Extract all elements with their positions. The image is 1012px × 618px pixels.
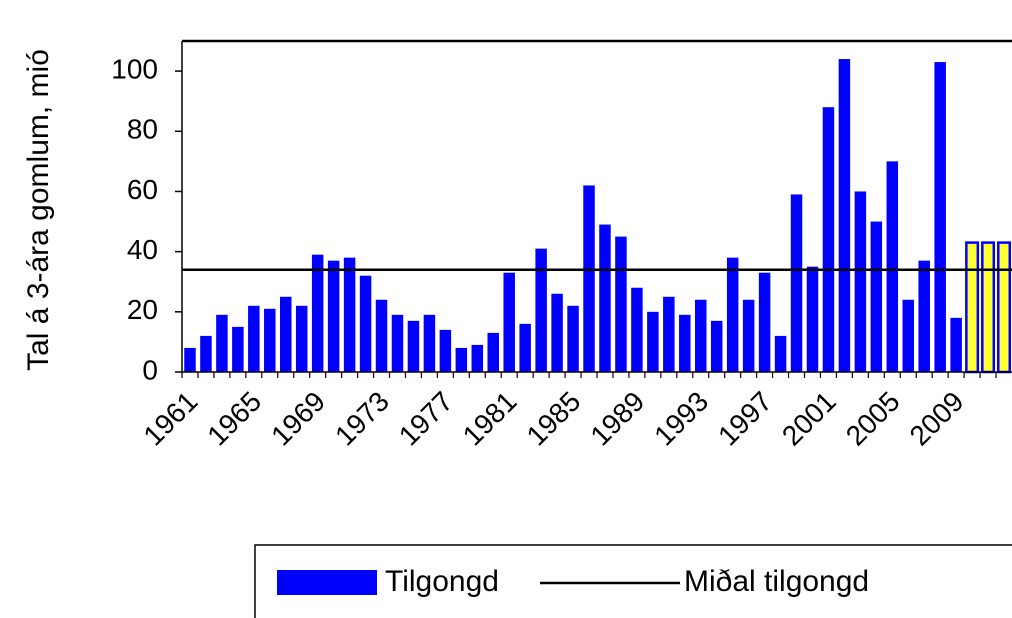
bar bbox=[343, 257, 356, 372]
bar bbox=[790, 194, 803, 372]
bar bbox=[391, 314, 404, 372]
bar bbox=[822, 107, 835, 372]
bar bbox=[184, 347, 196, 372]
x-tick-label: 1997 bbox=[712, 386, 778, 452]
x-tick-label: 1993 bbox=[648, 386, 714, 452]
bar bbox=[838, 59, 851, 373]
x-tick-label: 1985 bbox=[521, 386, 587, 452]
x-tick-label: 1981 bbox=[457, 386, 523, 452]
bar bbox=[758, 272, 771, 372]
bar bbox=[647, 311, 659, 372]
bar bbox=[886, 161, 899, 372]
legend-box bbox=[254, 544, 1012, 618]
bar bbox=[264, 308, 276, 372]
bar bbox=[870, 221, 883, 372]
bar bbox=[854, 191, 867, 372]
bar bbox=[965, 241, 980, 374]
legend-label: Miðal tilgongd bbox=[684, 565, 869, 598]
y-tick-label: 100 bbox=[111, 53, 158, 84]
y-tick-label: 0 bbox=[142, 354, 158, 385]
x-tick-label: 1973 bbox=[329, 386, 395, 452]
bar bbox=[567, 305, 579, 372]
bar bbox=[615, 236, 627, 372]
bar bbox=[710, 320, 723, 372]
bar bbox=[487, 332, 499, 372]
bar bbox=[280, 296, 292, 372]
bar bbox=[216, 314, 228, 372]
bar bbox=[599, 224, 611, 372]
x-tick-label: 2005 bbox=[840, 386, 906, 452]
x-tick-label: 2001 bbox=[776, 386, 842, 452]
bar bbox=[519, 323, 531, 372]
bar bbox=[663, 296, 675, 372]
bar bbox=[774, 335, 787, 372]
legend-label: Tilgongd bbox=[385, 565, 499, 598]
bar bbox=[902, 299, 914, 372]
bar bbox=[248, 305, 260, 372]
y-tick-label: 20 bbox=[127, 294, 158, 325]
bar bbox=[806, 266, 819, 372]
bar bbox=[679, 314, 691, 372]
bar bbox=[455, 347, 468, 372]
bar bbox=[200, 335, 212, 372]
x-tick-label: 1989 bbox=[584, 386, 650, 452]
bar bbox=[583, 185, 595, 372]
bar bbox=[327, 260, 340, 372]
bar bbox=[439, 329, 452, 372]
bar bbox=[742, 299, 755, 372]
y-axis-label: Tal á 3-ára gomlum, mió bbox=[22, 49, 55, 371]
bar bbox=[359, 275, 372, 372]
y-tick-label: 80 bbox=[127, 114, 158, 145]
x-tick-label: 2009 bbox=[904, 386, 970, 452]
bar bbox=[423, 314, 436, 372]
x-tick-label: 1965 bbox=[201, 386, 267, 452]
bar bbox=[695, 299, 707, 372]
bar bbox=[232, 326, 244, 372]
bar bbox=[311, 254, 324, 372]
bar bbox=[997, 241, 1012, 374]
x-tick-label: 1977 bbox=[393, 386, 459, 452]
legend-swatch bbox=[277, 570, 377, 595]
bar bbox=[918, 260, 930, 372]
bar bbox=[407, 320, 420, 372]
bar bbox=[934, 62, 946, 373]
bar bbox=[551, 293, 563, 372]
x-tick-label: 1961 bbox=[137, 386, 203, 452]
bar bbox=[631, 287, 643, 372]
bar bbox=[950, 317, 962, 372]
bar bbox=[375, 299, 388, 372]
bar bbox=[471, 344, 484, 372]
bar bbox=[503, 272, 515, 372]
x-tick-label: 1969 bbox=[265, 386, 331, 452]
bar bbox=[295, 305, 308, 372]
bar bbox=[981, 241, 996, 374]
bar bbox=[535, 248, 547, 372]
bar bbox=[726, 257, 739, 372]
y-tick-label: 60 bbox=[127, 174, 158, 205]
y-tick-label: 40 bbox=[127, 234, 158, 265]
